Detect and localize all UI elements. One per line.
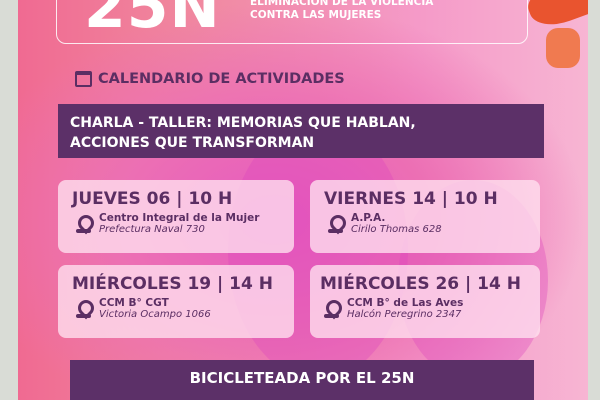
event-date: MIÉRCOLES 19 | 14 H xyxy=(72,274,273,294)
subtitle: ELIMINACIÓN DE LA VIOLENCIA CONTRA LAS MU… xyxy=(250,0,434,21)
event-card: MIÉRCOLES 19 | 14 H CCM B° CGT Victoria O… xyxy=(58,265,294,338)
section-banner-bicicleteada: BICICLETEADA POR EL 25N xyxy=(70,360,534,400)
title-25n: 25N xyxy=(84,0,221,42)
event-date: JUEVES 06 | 10 H xyxy=(72,189,233,209)
event-place: A.P.A. xyxy=(351,212,386,224)
event-place: Centro Integral de la Mujer xyxy=(99,212,260,224)
event-address: Halcón Peregrino 2347 xyxy=(347,309,462,320)
event-card: JUEVES 06 | 10 H Centro Integral de la M… xyxy=(58,180,294,253)
fist-icon xyxy=(546,28,580,68)
event-place: CCM B° de Las Aves xyxy=(347,297,464,309)
poster: 25N ELIMINACIÓN DE LA VIOLENCIA CONTRA LA… xyxy=(18,0,588,400)
title-frame xyxy=(56,0,528,44)
location-pin-icon xyxy=(76,300,91,318)
event-date: MIÉRCOLES 26 | 14 H xyxy=(320,274,521,294)
event-date: VIERNES 14 | 10 H xyxy=(324,189,498,209)
location-pin-icon xyxy=(328,215,343,233)
section-banner-charla: CHARLA - TALLER: MEMORIAS QUE HABLAN, ACC… xyxy=(58,104,544,158)
event-card: MIÉRCOLES 26 | 14 H CCM B° de Las Aves Ha… xyxy=(310,265,540,338)
event-address: Cirilo Thomas 628 xyxy=(351,224,442,235)
event-address: Victoria Ocampo 1066 xyxy=(99,309,211,320)
location-pin-icon xyxy=(324,300,339,318)
location-pin-icon xyxy=(76,215,91,233)
event-card: VIERNES 14 | 10 H A.P.A. Cirilo Thomas 62… xyxy=(310,180,540,253)
calendar-heading: CALENDARIO DE ACTIVIDADES xyxy=(75,71,345,87)
calendar-icon xyxy=(75,71,92,87)
event-address: Prefectura Naval 730 xyxy=(99,224,205,235)
event-place: CCM B° CGT xyxy=(99,297,169,309)
